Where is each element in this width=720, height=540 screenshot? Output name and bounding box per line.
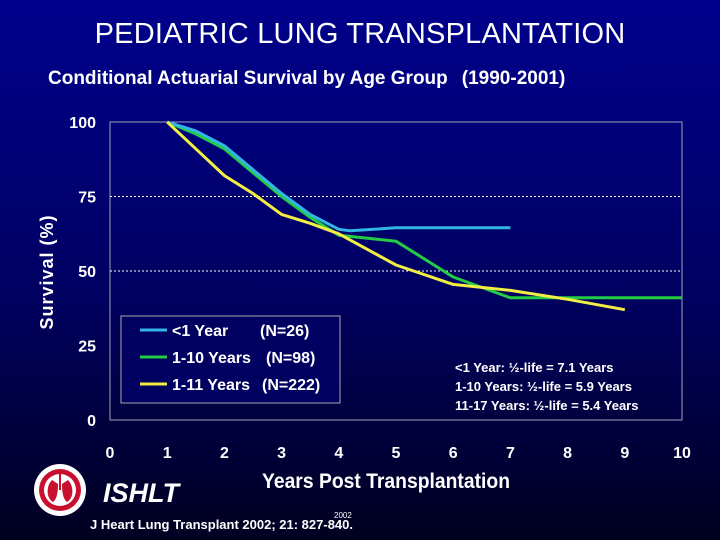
x-tick-8: 8	[563, 445, 572, 462]
series-line-under1	[166, 120, 511, 233]
x-tick-labels: 0 1 2 3 4 5 6 7 8 9 10	[106, 445, 691, 462]
series-line-age1to10	[166, 120, 682, 300]
x-tick-6: 6	[449, 445, 458, 462]
x-tick-5: 5	[392, 445, 401, 462]
x-tick-9: 9	[620, 445, 629, 462]
legend-label-age1to10: 1-10 Years	[172, 350, 251, 367]
ishlt-label: ISHLT	[103, 478, 179, 508]
annotation-age1to10: 1-10 Years: ½-life = 5.9 Years	[455, 379, 632, 394]
x-tick-0: 0	[106, 445, 115, 462]
y-tick-50: 50	[78, 264, 96, 281]
annotation-under1: <1 Year: ½-life = 7.1 Years	[455, 360, 614, 375]
series-line-age11to17	[166, 120, 626, 312]
x-tick-10: 10	[673, 445, 691, 462]
footer-year: 2002	[334, 511, 352, 520]
chart-subtitle: Conditional Actuarial Survival by Age Gr…	[48, 68, 565, 90]
y-tick-25: 25	[78, 339, 96, 356]
y-axis-title: Survival (%)	[37, 214, 57, 329]
x-tick-4: 4	[334, 445, 343, 462]
legend-label-age11to17: 1-11 Years	[172, 377, 250, 394]
legend-n-under1: (N=26)	[260, 323, 309, 340]
x-tick-2: 2	[220, 445, 229, 462]
ishlt-seal-icon	[34, 464, 86, 516]
subtitle-text: Conditional Actuarial Survival by Age Gr…	[48, 68, 448, 89]
grid-lines	[110, 196, 682, 272]
x-axis-title: Years Post Transplantation	[262, 470, 511, 493]
y-tick-labels: 0 25 50 75 100	[69, 115, 96, 430]
x-tick-3: 3	[277, 445, 286, 462]
series-layer	[166, 120, 682, 312]
y-tick-100: 100	[69, 115, 96, 132]
citation: J Heart Lung Transplant 2002; 21: 827-84…	[90, 517, 353, 532]
legend-n-age1to10: (N=98)	[266, 350, 315, 367]
x-tick-7: 7	[506, 445, 515, 462]
legend-label-under1: <1 Year	[172, 323, 228, 340]
page-title: PEDIATRIC LUNG TRANSPLANTATION	[94, 18, 626, 50]
legend-n-age11to17: (N=222)	[262, 377, 320, 394]
y-tick-75: 75	[78, 190, 96, 207]
annotation-age11to17: 11-17 Years: ½-life = 5.4 Years	[455, 398, 638, 413]
legend: <1 Year (N=26) 1-10 Years (N=98) 1-11 Ye…	[120, 315, 341, 404]
x-tick-1: 1	[163, 445, 172, 462]
subtitle-years: (1990-2001)	[461, 68, 566, 89]
y-tick-0: 0	[87, 413, 96, 430]
